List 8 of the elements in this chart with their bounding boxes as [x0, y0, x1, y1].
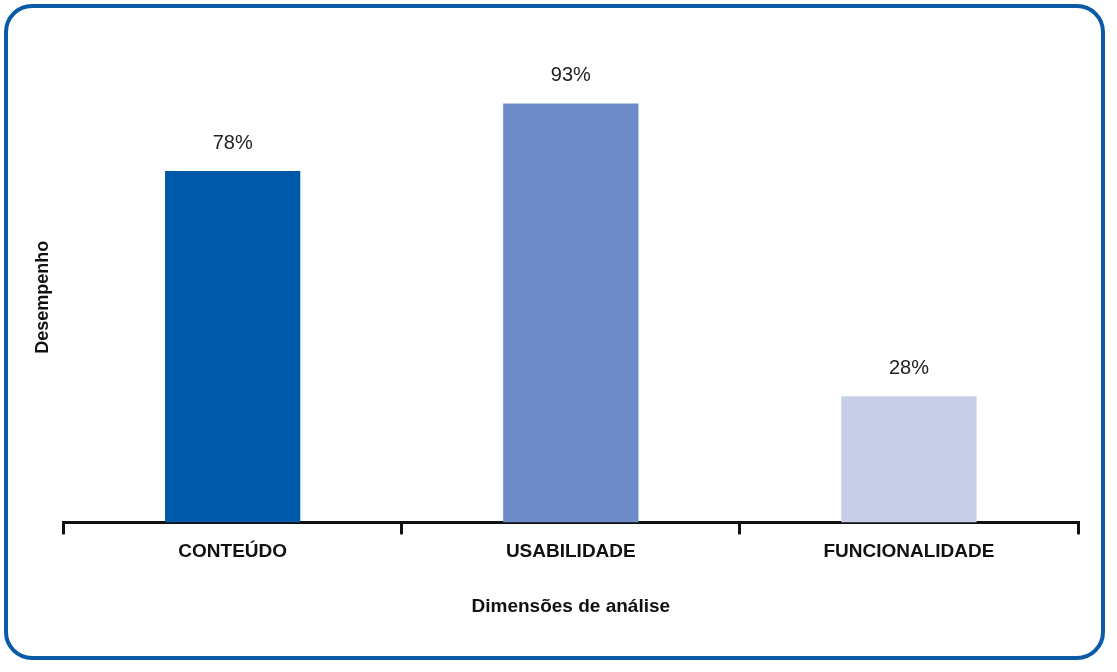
x-tick-label: CONTEÚDO	[178, 540, 288, 562]
data-label: 78%	[212, 130, 253, 153]
x-tick-label: USABILIDADE	[505, 540, 636, 562]
y-axis-title: Desempenho	[31, 240, 52, 354]
x-tick-label: FUNCIONALIDADE	[823, 540, 995, 562]
data-label: 93%	[550, 63, 592, 86]
x-axis-title: Dimensões de análise	[471, 594, 671, 616]
data-label: 28%	[888, 355, 930, 378]
